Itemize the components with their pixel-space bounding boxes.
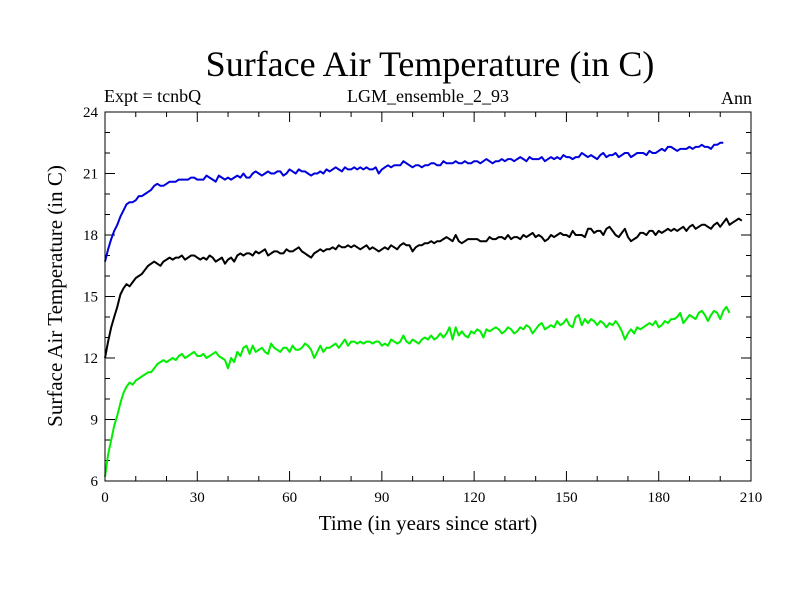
x-axis-ticks xyxy=(104,112,752,481)
plot-frame xyxy=(104,111,752,482)
series-layer xyxy=(104,141,743,478)
ensemble-label: LGM_ensemble_2_93 xyxy=(347,86,509,106)
x-tick-label: 120 xyxy=(463,490,486,506)
x-tick-label: 90 xyxy=(374,490,389,506)
x-tick-label: 0 xyxy=(101,490,109,506)
y-tick-label: 6 xyxy=(91,474,99,490)
experiment-label: Expt = tcnbQ xyxy=(104,86,201,106)
y-tick-label: 18 xyxy=(83,228,98,244)
y-tick-label: 9 xyxy=(91,413,99,429)
x-axis-tick-labels: 0 30 60 90 120 150 180 210 xyxy=(101,490,762,506)
y-axis-label: Surface Air Temperature (in C) xyxy=(43,165,67,427)
x-tick-label: 30 xyxy=(190,490,205,506)
period-label: Ann xyxy=(721,88,752,108)
y-tick-label: 24 xyxy=(83,105,99,121)
series-line-black xyxy=(104,217,743,359)
x-tick-label: 180 xyxy=(647,490,670,506)
series-line-blue xyxy=(104,141,724,262)
x-tick-label: 60 xyxy=(282,490,297,506)
y-tick-label: 12 xyxy=(83,351,98,367)
y-tick-label: 15 xyxy=(83,290,98,306)
y-tick-label: 21 xyxy=(83,167,98,183)
y-axis-tick-labels: 6 9 12 15 18 21 24 xyxy=(83,105,99,490)
series-line-green xyxy=(104,305,731,478)
chart-title: Surface Air Temperature (in C) xyxy=(206,44,655,84)
x-axis-label: Time (in years since start) xyxy=(319,511,538,535)
x-tick-label: 150 xyxy=(555,490,578,506)
y-axis-ticks xyxy=(105,111,751,482)
x-tick-label: 210 xyxy=(740,490,763,506)
